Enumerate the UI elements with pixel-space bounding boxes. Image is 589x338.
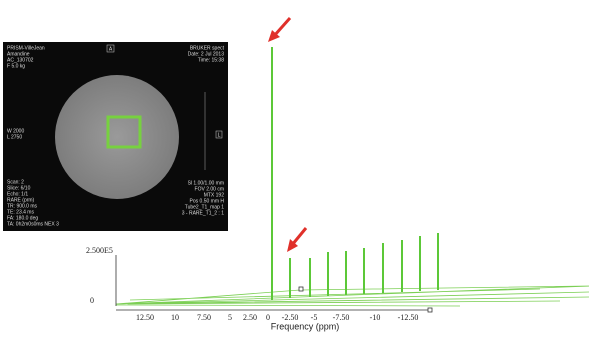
x-tick-label: 2.50 <box>243 313 257 322</box>
spectra-peaks <box>271 47 439 300</box>
overlay-text: L 2750 <box>7 134 22 140</box>
x-tick-label: 5 <box>228 313 232 322</box>
marker: L <box>218 132 221 138</box>
overlay-text: Date: 2 Jul 2013 <box>188 51 225 57</box>
x-tick-label: -7.50 <box>333 313 350 322</box>
overlay-text: Slice: 6/10 <box>7 185 31 191</box>
y-label: 2.500E5 <box>86 246 113 255</box>
overlay-text: MTX 192 <box>204 192 225 198</box>
x-tick-label: -5 <box>311 313 318 322</box>
x-axis-label: Frequency (ppm) <box>271 321 340 331</box>
overlay-text: AC_130702 <box>7 57 34 63</box>
overlay-text: FOV 2.00 cm <box>195 186 224 192</box>
x-tick-label: 0 <box>266 313 270 322</box>
overlay-text: TR: 900.0 ms <box>7 203 38 209</box>
spectra-baselines <box>115 285 589 307</box>
x-tick-label: -12.50 <box>398 313 419 322</box>
overlay-text: FA: 180.0 deg <box>7 215 38 221</box>
overlay-text: TE: 23.4 ms <box>7 209 34 215</box>
overlay-text: Pos 0.50 mm H <box>190 198 225 204</box>
overlay-text: Tube2_T1_map 1 <box>185 204 225 210</box>
overlay-text: Echo: 1/1 <box>7 191 28 197</box>
overlay-text: PRISM-VilleJean <box>7 45 45 51</box>
overlay-text: 3 - RARE_T1_2 : 1 <box>182 210 224 216</box>
axes <box>115 255 433 313</box>
overlay-text: Amandine <box>7 51 30 57</box>
y-label: 0 <box>90 296 94 305</box>
overlay-text: F 5.0 kg <box>7 63 25 69</box>
x-tick-label: 7.50 <box>197 313 211 322</box>
overlay-text: Time: 15:38 <box>198 57 224 63</box>
overlay-text: Sl 1.00/1.00 mm <box>188 180 224 186</box>
overlay-text: Scan: 2 <box>7 179 24 185</box>
overlay-text: TA: 0h2m0s0ms NEX 3 <box>7 221 59 227</box>
overlay-text: W 2000 <box>7 128 24 134</box>
overlay-text: RARE (prm) <box>7 197 35 203</box>
x-tick-label: 12.50 <box>136 313 154 322</box>
overlay-text: BRUKER spect <box>190 45 225 51</box>
marker: A <box>109 46 113 52</box>
x-tick-label: 10 <box>171 313 179 322</box>
x-tick-label: -2.50 <box>282 313 299 322</box>
x-tick-label: -10 <box>370 313 381 322</box>
arrows <box>268 17 308 252</box>
